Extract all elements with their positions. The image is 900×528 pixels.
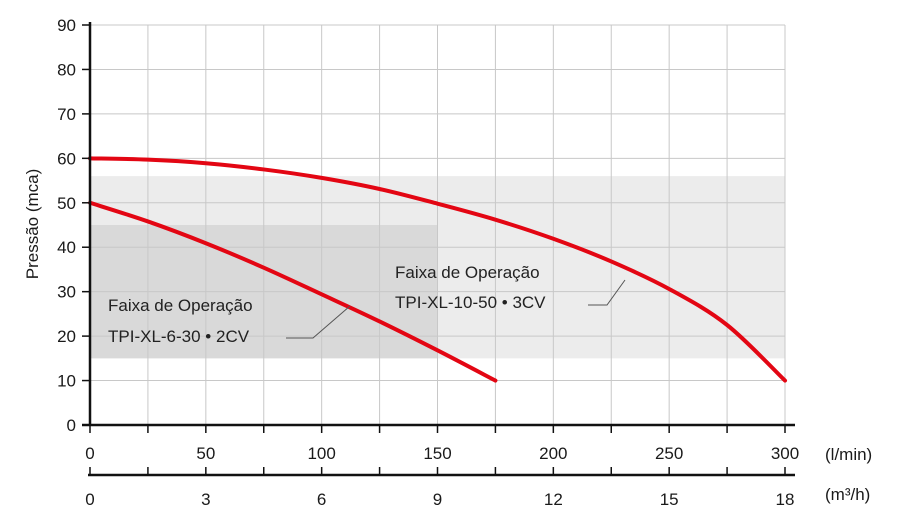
leader-line-large (588, 279, 626, 306)
annotations: Faixa de Operação TPI-XL-10-50 • 3CV Fai… (108, 263, 626, 346)
x2-tick-labels: 0 3 6 9 12 15 18 (85, 490, 794, 509)
y-tick-label: 90 (57, 16, 76, 35)
x2-tick-label: 15 (660, 490, 679, 509)
region-label-small-line2: TPI-XL-6-30 • 2CV (108, 327, 250, 346)
pump-curve-2cv (88, 200, 498, 383)
x2-axis-unit: (m³/h) (825, 485, 870, 504)
y-axis-label: Pressão (mca) (23, 169, 42, 280)
x2-tick-label: 9 (433, 490, 442, 509)
x2-tick-label: 12 (544, 490, 563, 509)
y-tick-label: 0 (67, 416, 76, 435)
x-tick-labels: 0 50 100 150 200 250 300 (85, 444, 799, 463)
region-label-small-line1: Faixa de Operação (108, 296, 253, 315)
x-tick-label: 200 (539, 444, 567, 463)
x2-tick-label: 6 (317, 490, 326, 509)
region-label-large-line1: Faixa de Operação (395, 263, 540, 282)
axes (82, 22, 795, 477)
y-tick-labels: 0 10 20 30 40 50 60 70 80 90 (57, 16, 76, 435)
x-tick-label: 300 (771, 444, 799, 463)
y-tick-label: 60 (57, 149, 76, 168)
y-tick-label: 30 (57, 283, 76, 302)
region-label-large-line2: TPI-XL-10-50 • 3CV (395, 293, 546, 312)
x-tick-label: 150 (423, 444, 451, 463)
grid-lines (90, 24, 786, 425)
x-tick-label: 250 (655, 444, 683, 463)
x-tick-label: 50 (196, 444, 215, 463)
y-tick-label: 40 (57, 238, 76, 257)
y-tick-label: 80 (57, 60, 76, 79)
y-tick-label: 50 (57, 194, 76, 213)
x-tick-label: 0 (85, 444, 94, 463)
pump-curve-3cv (88, 156, 787, 383)
y-tick-label: 20 (57, 327, 76, 346)
pump-curves (88, 156, 787, 383)
x-tick-label: 100 (307, 444, 335, 463)
x2-tick-label: 0 (85, 490, 94, 509)
x2-tick-label: 3 (201, 490, 210, 509)
y-tick-label: 70 (57, 105, 76, 124)
x-axis-unit: (l/min) (825, 445, 872, 464)
x2-tick-label: 18 (776, 490, 795, 509)
leader-line-small (286, 305, 351, 339)
y-tick-label: 10 (57, 372, 76, 391)
